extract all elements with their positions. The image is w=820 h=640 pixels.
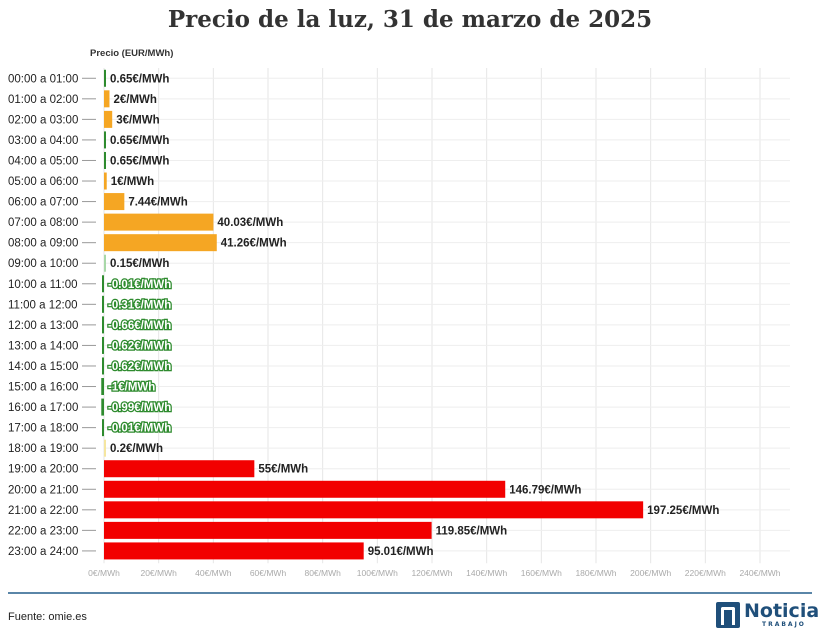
value-label: -0.62€/MWh (108, 361, 171, 373)
bar (104, 69, 106, 87)
bar (102, 419, 104, 437)
x-tick-label: 160€/MWh (521, 568, 562, 578)
value-label: 0.15€/MWh (110, 258, 169, 270)
category-label: 23:00 a 24:00 (8, 546, 78, 558)
category-label: 08:00 a 09:00 (8, 238, 78, 250)
category-label: 19:00 a 20:00 (8, 464, 78, 476)
category-label: 18:00 a 19:00 (8, 443, 78, 455)
bar (104, 521, 432, 539)
bar (102, 275, 104, 293)
logo-text: Noticias (744, 600, 820, 622)
category-label: 15:00 a 16:00 (8, 382, 78, 394)
bar-chart: 0€/MWh 20€/MWh 40€/MWh 60€/MWh 80€/MWh 100€/M… (8, 48, 790, 578)
value-label: 3€/MWh (116, 114, 159, 126)
bar (104, 90, 110, 108)
bar (104, 542, 364, 560)
footer-divider (8, 592, 812, 594)
value-label: -0.31€/MWh (108, 299, 171, 311)
bar (101, 378, 104, 396)
value-label: 0.2€/MWh (110, 443, 163, 455)
value-label: 41.26€/MWh (221, 238, 287, 250)
value-label: 0.65€/MWh (110, 155, 169, 167)
category-label: 05:00 a 06:00 (8, 176, 78, 188)
bar (102, 336, 104, 354)
value-label: -0.01€/MWh (108, 279, 171, 291)
bar (104, 460, 255, 478)
category-label: 12:00 a 13:00 (8, 320, 78, 332)
bar (101, 398, 104, 416)
logo-subtext: TRABAJO (762, 621, 806, 628)
category-label: 20:00 a 21:00 (8, 484, 78, 496)
bar (104, 193, 125, 211)
x-tick-label: 120€/MWh (411, 568, 452, 578)
category-label: 14:00 a 15:00 (8, 361, 78, 373)
bar (102, 357, 104, 375)
chart-title: Precio de la luz, 31 de marzo de 2025 (167, 6, 653, 33)
value-label: 146.79€/MWh (509, 484, 581, 496)
source-note: Fuente: omie.es (8, 611, 87, 623)
bar (104, 213, 214, 231)
category-label: 16:00 a 17:00 (8, 402, 78, 414)
value-label: 197.25€/MWh (647, 505, 719, 517)
value-label: 40.03€/MWh (217, 217, 283, 229)
x-tick-label: 100€/MWh (357, 568, 398, 578)
value-label: 7.44€/MWh (128, 197, 187, 209)
category-label: 03:00 a 04:00 (8, 135, 78, 147)
axis-title: Precio (EUR/MWh) (90, 48, 173, 59)
value-label: -0.01€/MWh (108, 423, 171, 435)
bar (102, 316, 104, 334)
category-label: 22:00 a 23:00 (8, 525, 78, 537)
bar (104, 131, 106, 149)
x-tick-label: 80€/MWh (304, 568, 341, 578)
value-label: 1€/MWh (111, 176, 154, 188)
category-label: 04:00 a 05:00 (8, 155, 78, 167)
value-label: 119.85€/MWh (436, 525, 508, 537)
category-label: 17:00 a 18:00 (8, 423, 78, 435)
x-tick-label: 220€/MWh (685, 568, 726, 578)
category-label: 13:00 a 14:00 (8, 340, 78, 352)
bar (104, 172, 107, 190)
logo-mark-icon (716, 602, 740, 628)
bar (104, 254, 106, 272)
category-label: 02:00 a 03:00 (8, 114, 78, 126)
x-tick-label: 20€/MWh (140, 568, 177, 578)
category-label: 01:00 a 02:00 (8, 94, 78, 106)
x-tick-label: 40€/MWh (195, 568, 232, 578)
value-label: 55€/MWh (258, 464, 308, 476)
publisher-logo: Noticias TRABAJO (716, 600, 820, 630)
x-tick-label: 180€/MWh (575, 568, 616, 578)
value-label: -0.99€/MWh (108, 402, 171, 414)
value-label: -0.62€/MWh (108, 340, 171, 352)
category-label: 09:00 a 10:00 (8, 258, 78, 270)
category-label: 00:00 a 01:00 (8, 73, 78, 85)
value-label: 0.65€/MWh (110, 73, 169, 85)
category-label: 10:00 a 11:00 (8, 279, 78, 291)
bar (102, 295, 104, 313)
bar (104, 501, 644, 519)
value-label: 2€/MWh (113, 94, 156, 106)
category-label: 21:00 a 22:00 (8, 505, 78, 517)
bar (104, 439, 106, 457)
bar (104, 151, 106, 169)
category-label: 11:00 a 12:00 (8, 299, 78, 311)
x-tick-label: 60€/MWh (250, 568, 287, 578)
x-tick-label: 140€/MWh (466, 568, 507, 578)
value-label: 95.01€/MWh (368, 546, 434, 558)
category-label: 06:00 a 07:00 (8, 197, 78, 209)
bar (104, 110, 113, 128)
value-label: 0.65€/MWh (110, 135, 169, 147)
bar (104, 480, 506, 498)
value-label: -0.66€/MWh (108, 320, 171, 332)
category-label: 07:00 a 08:00 (8, 217, 78, 229)
x-tick-label: 0€/MWh (88, 568, 120, 578)
bar (104, 234, 217, 252)
x-tick-label: 240€/MWh (739, 568, 780, 578)
value-label: -1€/MWh (108, 382, 155, 394)
x-tick-label: 200€/MWh (630, 568, 671, 578)
